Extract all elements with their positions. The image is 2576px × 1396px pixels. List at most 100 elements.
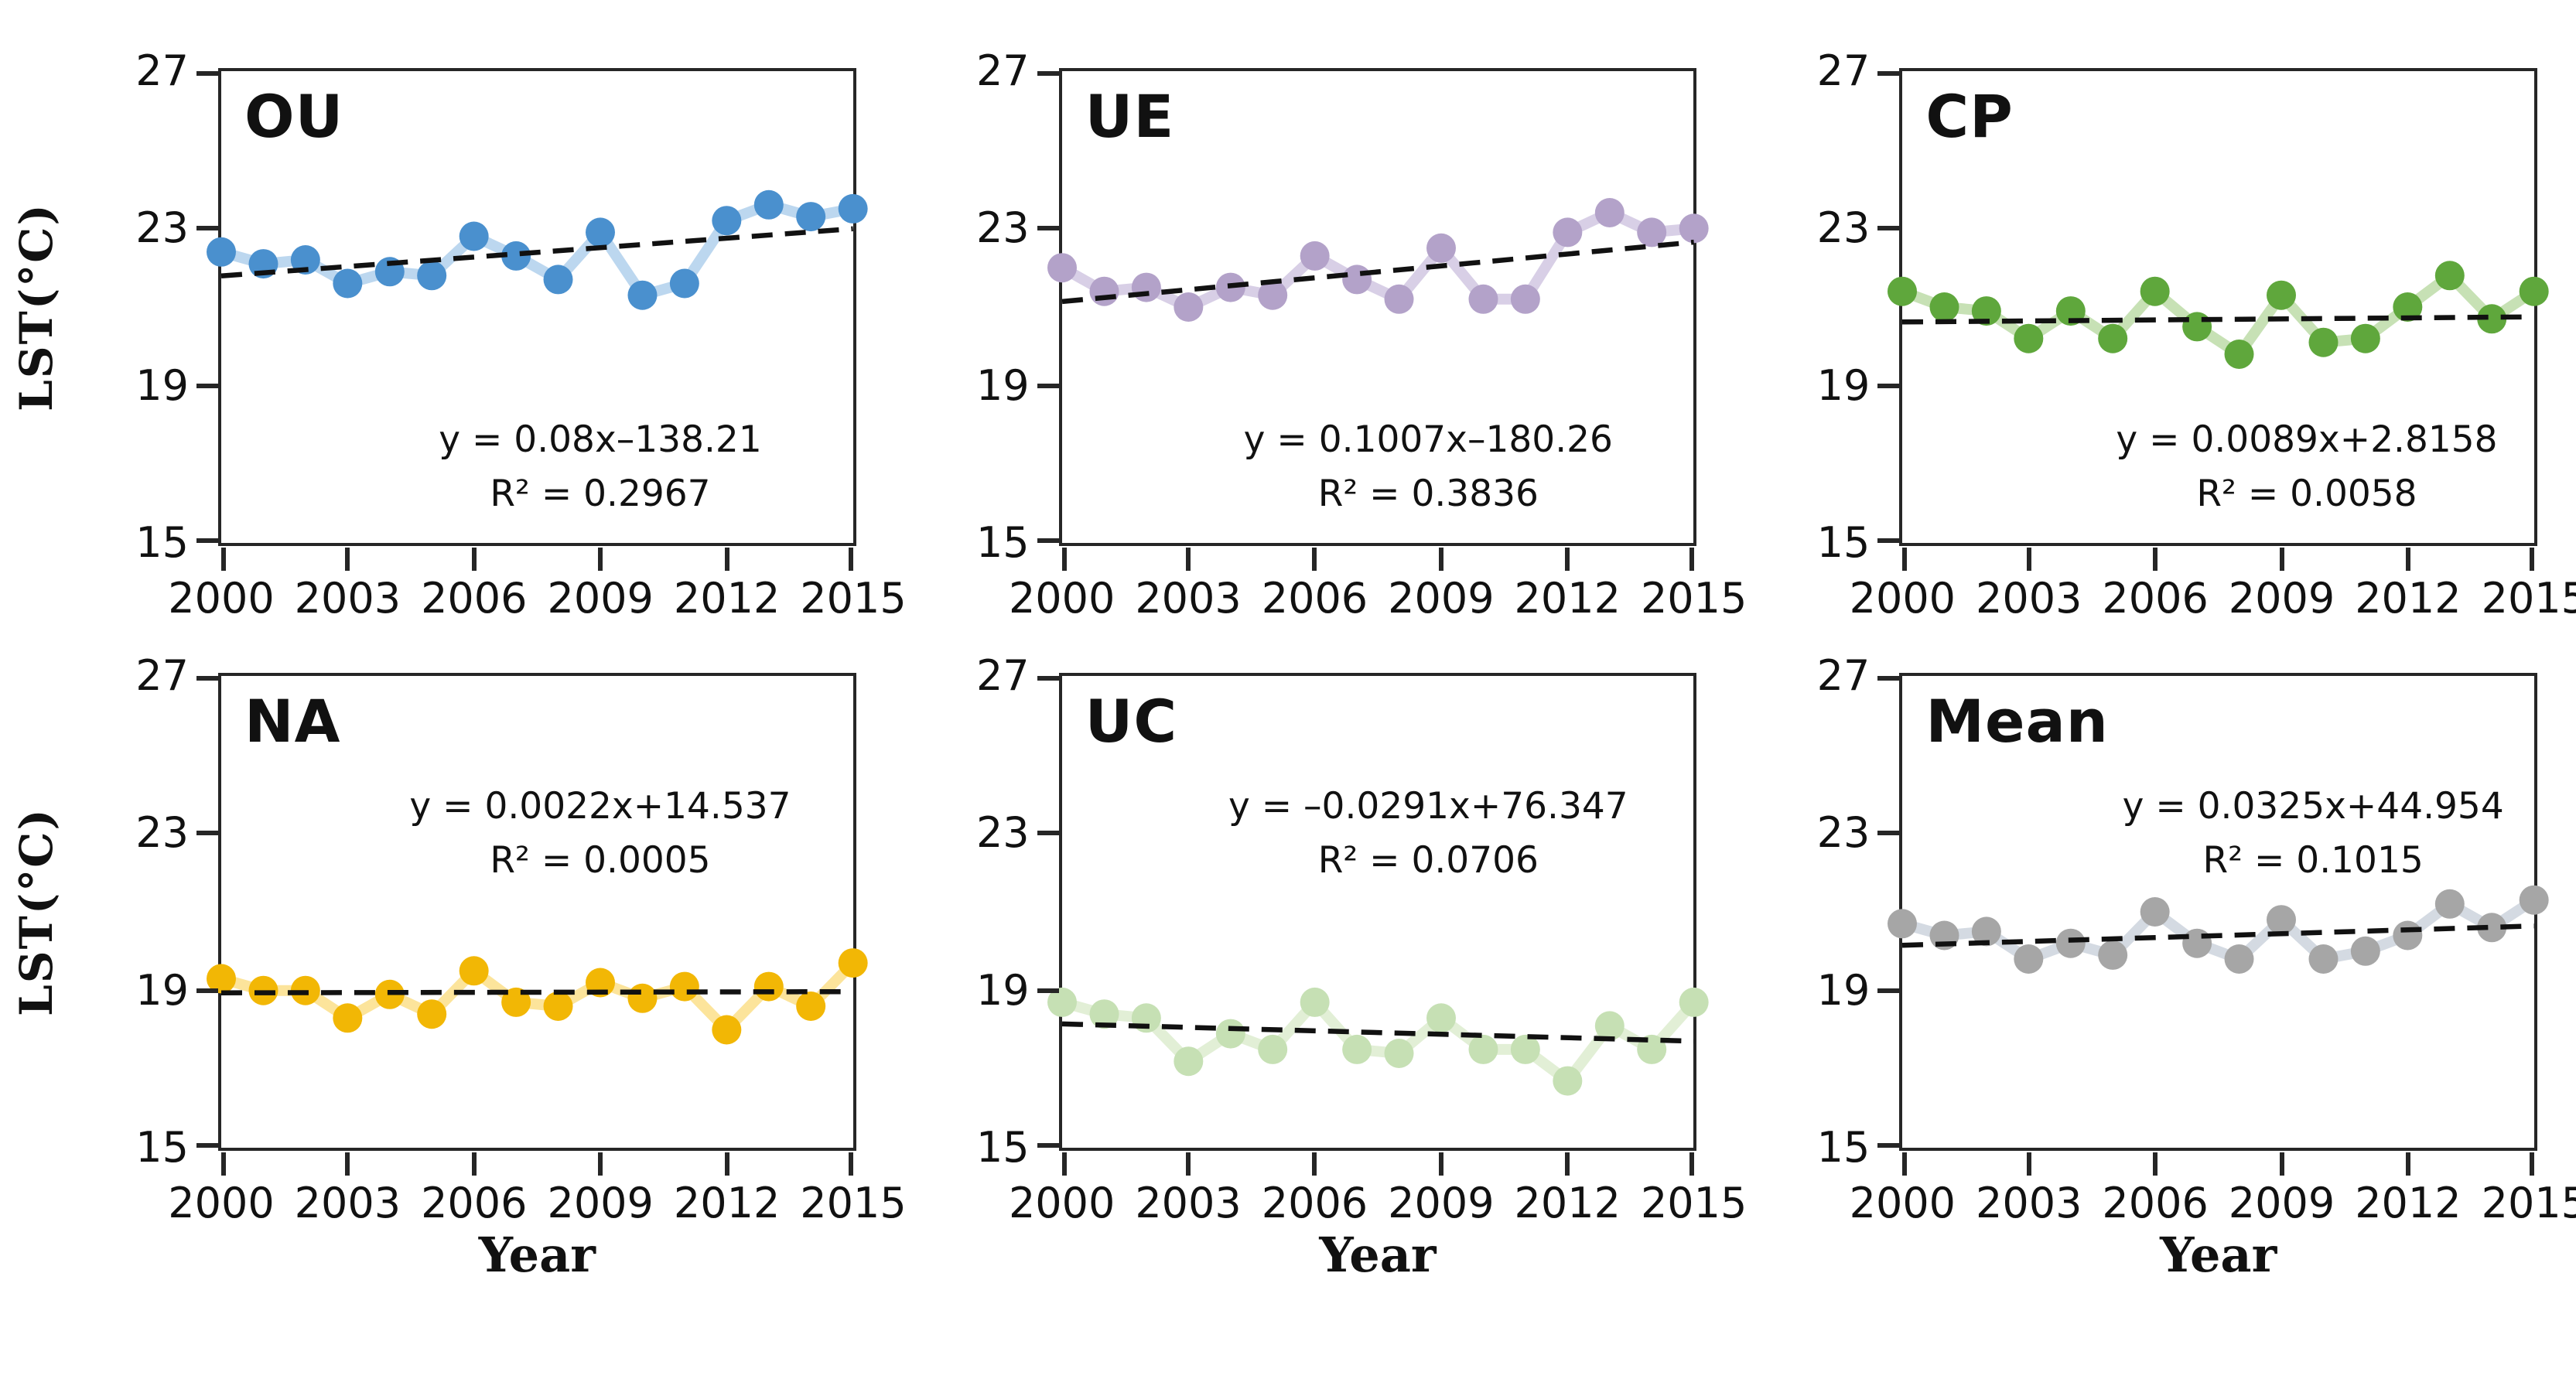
x-tick-label: 2000 <box>168 574 275 623</box>
x-tick-mark <box>2530 548 2535 571</box>
panel-na: NA y = 0.0022x+14.537 R² = 0.0005 27 23 19… <box>135 652 906 1284</box>
x-tick-label: 2009 <box>547 574 654 623</box>
x-axis-ticks: 2000 2003 2006 2009 2012 2015 <box>168 1151 906 1227</box>
x-tick-label: 2015 <box>800 1179 907 1227</box>
plot-area: CP y = 0.0089x+2.8158 R² = 0.0058 27 23 19… <box>1817 47 2549 571</box>
line-chart <box>207 948 868 1045</box>
x-tick-label: 2006 <box>1261 574 1368 623</box>
x-tick-mark <box>471 548 477 571</box>
x-tick-mark <box>1061 1152 1067 1176</box>
y-tick-mark <box>1877 831 1900 836</box>
y-tick-label: 15 <box>975 1123 1030 1172</box>
y-tick-label: 15 <box>135 1123 189 1172</box>
plot-area: NA y = 0.0022x+14.537 R² = 0.0005 27 23 19… <box>135 652 868 1176</box>
x-tick-label: 2009 <box>2228 574 2335 623</box>
x-axis-title: Year <box>478 1227 596 1283</box>
x-tick-mark <box>849 1152 853 1176</box>
x-tick-label: 2000 <box>168 1179 275 1227</box>
regression-equation: y = 0.0022x+14.537 <box>409 785 791 828</box>
x-tick-mark <box>1689 548 1694 571</box>
x-tick-mark <box>598 548 603 571</box>
regression-annotation: y = 0.1007x–180.26 R² = 0.3836 <box>1244 413 1613 521</box>
panel-cp: CP y = 0.0089x+2.8158 R² = 0.0058 27 23 19… <box>1817 47 2576 623</box>
x-tick-label: 2012 <box>673 574 781 623</box>
x-tick-label: 2009 <box>2228 1179 2335 1227</box>
x-tick-label: 2015 <box>1640 1179 1748 1227</box>
x-axis-ticks: 2000 2003 2006 2009 2012 2015 <box>168 546 906 623</box>
x-tick-mark <box>2530 1152 2535 1176</box>
y-tick-label: 27 <box>135 46 189 95</box>
x-tick-mark <box>1061 548 1067 571</box>
line-chart <box>1888 261 2549 369</box>
y-tick-mark <box>196 988 218 993</box>
panel-ou: OU y = 0.08x–138.21 R² = 0.2967 27 23 19 15… <box>135 47 906 623</box>
regression-annotation: y = 0.0325x+44.954 R² = 0.1015 <box>2123 780 2504 888</box>
y-tick-label: 27 <box>975 46 1030 95</box>
panel-mean: Mean y = 0.0325x+44.954 R² = 0.1015 27 23… <box>1817 652 2576 1284</box>
x-tick-mark <box>849 548 853 571</box>
panel-title: NA <box>244 687 341 756</box>
y-tick-label: 19 <box>135 965 189 1015</box>
plot-area: UE y = 0.1007x–180.26 R² = 0.3836 27 23 19… <box>976 47 1709 571</box>
r-squared-value: R² = 0.2967 <box>490 473 711 516</box>
x-tick-label: 2000 <box>1008 574 1115 623</box>
x-tick-mark <box>1438 548 1443 571</box>
plot-area: Mean y = 0.0325x+44.954 R² = 0.1015 27 23… <box>1817 652 2549 1176</box>
x-tick-label: 2003 <box>1976 1179 2082 1227</box>
panel-title: OU <box>244 82 344 151</box>
regression-annotation: y = 0.08x–138.21 R² = 0.2967 <box>439 413 762 521</box>
x-tick-label: 2000 <box>1008 1179 1115 1227</box>
x-tick-label: 2003 <box>1135 574 1242 623</box>
x-tick-label: 2006 <box>2102 1179 2209 1227</box>
line-chart <box>1888 885 2549 974</box>
x-axis-title: Year <box>1319 1227 1437 1283</box>
y-tick-label: 15 <box>1816 518 1871 567</box>
x-tick-label: 2000 <box>1849 574 1956 623</box>
x-tick-mark <box>1312 548 1317 571</box>
x-tick-mark <box>2026 1152 2031 1176</box>
r-squared-value: R² = 0.1015 <box>2202 839 2424 882</box>
r-squared-value: R² = 0.0005 <box>490 839 711 882</box>
y-tick-mark <box>1877 226 1900 231</box>
panel-uc: UC y = –0.0291x+76.347 R² = 0.0706 27 23 1… <box>976 652 1747 1284</box>
x-tick-mark <box>1186 548 1191 571</box>
panel-title: Mean <box>1925 687 2109 756</box>
x-tick-label: 2009 <box>547 1179 654 1227</box>
lst-trend-figure: LST(°C) OU y = 0.08x–138.21 R² = 0.2967 … <box>10 47 2576 1284</box>
x-tick-mark <box>2279 1152 2284 1176</box>
y-tick-label: 19 <box>135 360 189 410</box>
y-tick-mark <box>196 383 218 388</box>
y-tick-mark <box>1037 676 1059 681</box>
x-tick-mark <box>1438 1152 1443 1176</box>
y-tick-label: 23 <box>135 808 189 858</box>
r-squared-value: R² = 0.0058 <box>2196 473 2417 516</box>
x-axis-ticks: 2000 2003 2006 2009 2012 2015 <box>1009 1151 1747 1227</box>
x-tick-label: 2012 <box>1514 574 1621 623</box>
y-tick-label: 15 <box>135 518 189 567</box>
x-tick-mark <box>1902 1152 1908 1176</box>
y-tick-mark <box>1037 71 1059 76</box>
y-tick-label: 27 <box>1816 46 1871 95</box>
y-tick-label: 27 <box>975 651 1030 700</box>
y-tick-label: 19 <box>975 965 1030 1015</box>
y-tick-label: 23 <box>975 203 1030 253</box>
regression-equation: y = 0.1007x–180.26 <box>1243 418 1613 462</box>
y-tick-label: 19 <box>975 360 1030 410</box>
plot-area: OU y = 0.08x–138.21 R² = 0.2967 27 23 19 15 <box>135 47 868 571</box>
regression-annotation: y = 0.0022x+14.537 R² = 0.0005 <box>409 780 791 888</box>
x-tick-mark <box>1689 1152 1694 1176</box>
x-tick-mark <box>1565 548 1570 571</box>
y-tick-label: 19 <box>1816 965 1871 1015</box>
y-tick-mark <box>196 538 218 543</box>
x-tick-mark <box>2405 1152 2410 1176</box>
y-tick-label: 23 <box>135 203 189 253</box>
figure-row-bottom: LST(°C) NA y = 0.0022x+14.537 R² = 0.000… <box>10 652 2576 1284</box>
x-tick-label: 2006 <box>2102 574 2209 623</box>
x-tick-label: 2003 <box>294 1179 401 1227</box>
y-tick-label: 15 <box>975 518 1030 567</box>
y-tick-mark <box>1877 1143 1900 1148</box>
x-tick-label: 2006 <box>421 1179 528 1227</box>
y-tick-mark <box>196 1143 218 1148</box>
x-tick-label: 2015 <box>2481 574 2576 623</box>
x-tick-label: 2003 <box>294 574 401 623</box>
